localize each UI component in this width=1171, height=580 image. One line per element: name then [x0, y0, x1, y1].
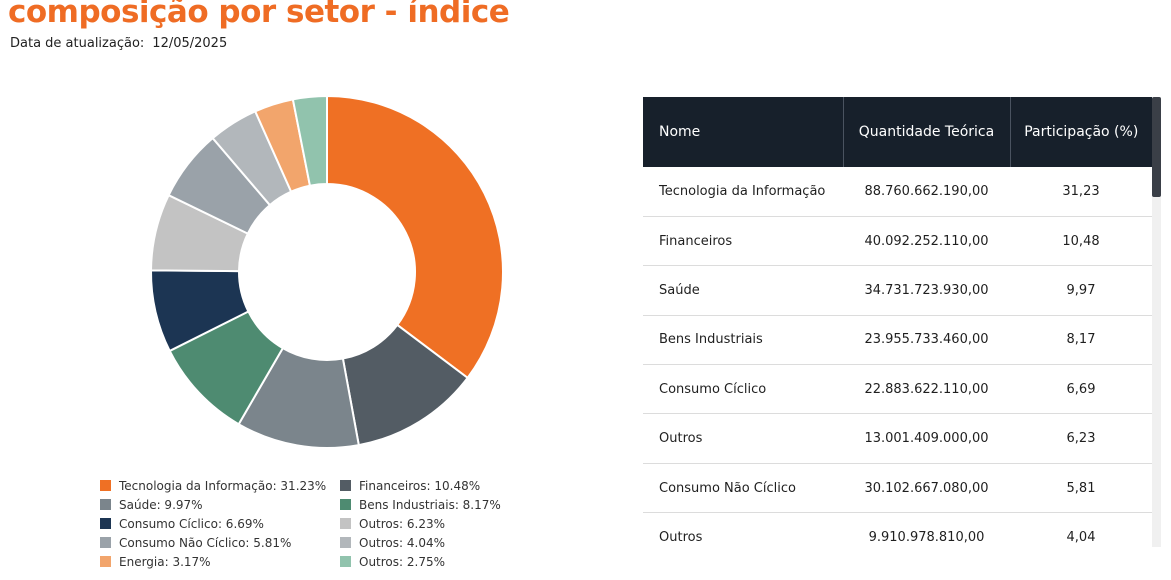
table-scrollbar[interactable] [1152, 97, 1161, 547]
donut-slice[interactable] [291, 94, 328, 187]
cell-quantidade: 30.102.667.080,00 [843, 463, 1010, 514]
table-row[interactable]: Saúde 34.731.723.930,00 9,97 [643, 265, 1152, 316]
cell-nome: Financeiros [643, 216, 843, 267]
legend-item[interactable]: Outros: 4.04% [340, 533, 520, 552]
legend-swatch [100, 556, 111, 567]
cell-nome: Outros [643, 413, 843, 464]
legend-swatch [340, 537, 351, 548]
legend-label: Consumo Não Cíclico: 5.81% [119, 535, 292, 550]
cell-nome: Tecnologia da Informação [643, 167, 843, 217]
sector-table: Nome Quantidade Teórica Participação (%)… [643, 97, 1152, 547]
legend-item[interactable]: Consumo Não Cíclico: 5.81% [100, 533, 340, 552]
legend-item[interactable]: Financeiros: 10.48% [340, 476, 520, 495]
legend-label: Outros: 2.75% [359, 554, 445, 569]
legend-swatch [340, 556, 351, 567]
cell-participacao: 6,23 [1010, 413, 1152, 464]
legend-item[interactable]: Consumo Cíclico: 6.69% [100, 514, 340, 533]
cell-nome: Bens Industriais [643, 315, 843, 366]
legend-item[interactable]: Energia: 3.17% [100, 552, 340, 571]
legend-label: Bens Industriais: 8.17% [359, 497, 501, 512]
legend-item[interactable]: Bens Industriais: 8.17% [340, 495, 520, 514]
cell-participacao: 31,23 [1010, 167, 1152, 217]
table-header-row: Nome Quantidade Teórica Participação (%) [643, 97, 1152, 167]
update-label: Data de atualização: [10, 36, 145, 51]
legend-swatch [100, 518, 111, 529]
cell-nome: Outros [643, 512, 843, 547]
cell-quantidade: 23.955.733.460,00 [843, 315, 1010, 366]
legend-swatch [100, 480, 111, 491]
cell-quantidade: 34.731.723.930,00 [843, 265, 1010, 316]
table-row[interactable]: Tecnologia da Informação 88.760.662.190,0… [643, 167, 1152, 217]
cell-nome: Consumo Não Cíclico [643, 463, 843, 514]
legend-label: Tecnologia da Informação: 31.23% [119, 478, 327, 493]
header-nome[interactable]: Nome [643, 97, 844, 167]
cell-participacao: 4,04 [1010, 512, 1152, 547]
legend-item[interactable]: Tecnologia da Informação: 31.23% [100, 476, 340, 495]
scrollbar-thumb[interactable] [1152, 97, 1161, 197]
legend-swatch [100, 499, 111, 510]
table-row[interactable]: Consumo Não Cíclico 30.102.667.080,00 5,81 [643, 463, 1152, 514]
table-row[interactable]: Financeiros 40.092.252.110,00 10,48 [643, 216, 1152, 267]
cell-quantidade: 13.001.409.000,00 [843, 413, 1010, 464]
chart-legend: Tecnologia da Informação: 31.23% Financei… [100, 476, 520, 571]
update-date: 12/05/2025 [152, 36, 228, 51]
cell-nome: Consumo Cíclico [643, 364, 843, 415]
cell-participacao: 5,81 [1010, 463, 1152, 514]
table-row[interactable]: Outros 13.001.409.000,00 6,23 [643, 413, 1152, 464]
cell-participacao: 6,69 [1010, 364, 1152, 415]
legend-label: Energia: 3.17% [119, 554, 211, 569]
header-participacao[interactable]: Participação (%) [1010, 97, 1152, 167]
cell-participacao: 10,48 [1010, 216, 1152, 267]
cell-quantidade: 22.883.622.110,00 [843, 364, 1010, 415]
page-title: composição por setor - índice [8, 0, 510, 30]
table-row[interactable]: Outros 9.910.978.810,00 4,04 [643, 512, 1152, 547]
update-info: Data de atualização: 12/05/2025 [10, 36, 227, 51]
table-row[interactable]: Bens Industriais 23.955.733.460,00 8,17 [643, 315, 1152, 366]
legend-swatch [340, 518, 351, 529]
legend-swatch [340, 480, 351, 491]
legend-swatch [100, 537, 111, 548]
legend-item[interactable]: Outros: 2.75% [340, 552, 520, 571]
cell-quantidade: 88.760.662.190,00 [843, 167, 1010, 217]
legend-label: Saúde: 9.97% [119, 497, 203, 512]
cell-nome: Saúde [643, 265, 843, 316]
legend-item[interactable]: Outros: 6.23% [340, 514, 520, 533]
legend-label: Outros: 6.23% [359, 516, 445, 531]
legend-item[interactable]: Saúde: 9.97% [100, 495, 340, 514]
cell-participacao: 8,17 [1010, 315, 1152, 366]
cell-quantidade: 9.910.978.810,00 [843, 512, 1010, 547]
sector-table-container[interactable]: Nome Quantidade Teórica Participação (%)… [643, 97, 1161, 547]
legend-label: Financeiros: 10.48% [359, 478, 481, 493]
donut-slice[interactable] [326, 94, 504, 380]
legend-label: Outros: 4.04% [359, 535, 445, 550]
table-row[interactable]: Consumo Cíclico 22.883.622.110,00 6,69 [643, 364, 1152, 415]
legend-swatch [340, 499, 351, 510]
legend-label: Consumo Cíclico: 6.69% [119, 516, 264, 531]
cell-participacao: 9,97 [1010, 265, 1152, 316]
cell-quantidade: 40.092.252.110,00 [843, 216, 1010, 267]
donut-chart [149, 94, 504, 449]
header-quantidade[interactable]: Quantidade Teórica [843, 97, 1011, 167]
